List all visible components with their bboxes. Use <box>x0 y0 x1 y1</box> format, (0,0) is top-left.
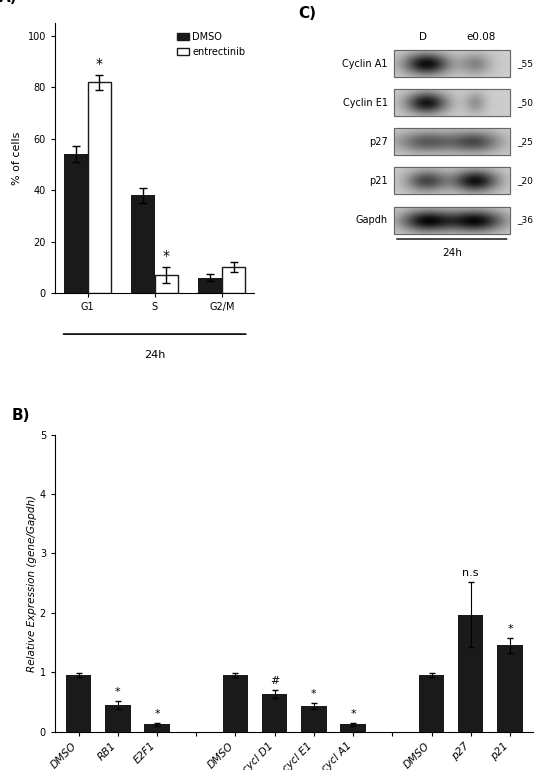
Text: _20: _20 <box>518 176 534 186</box>
Bar <box>394 50 509 77</box>
Bar <box>458 614 483 732</box>
Text: _25: _25 <box>518 137 534 146</box>
Text: *: * <box>311 689 317 699</box>
Text: *: * <box>350 709 356 719</box>
Bar <box>394 89 509 116</box>
Text: *: * <box>507 624 513 634</box>
Text: B): B) <box>12 408 30 423</box>
Bar <box>131 196 155 293</box>
Text: Gapdh: Gapdh <box>356 215 388 225</box>
Text: #: # <box>270 676 279 686</box>
Text: n.s: n.s <box>463 568 479 578</box>
Text: *: * <box>115 687 120 697</box>
Text: e0.08: e0.08 <box>466 32 496 42</box>
Text: Cyclin E1: Cyclin E1 <box>343 98 388 108</box>
Legend: DMSO, entrectinib: DMSO, entrectinib <box>173 28 250 61</box>
Text: A): A) <box>0 0 18 5</box>
Bar <box>155 275 178 293</box>
Bar <box>66 675 91 731</box>
Bar <box>301 706 327 732</box>
Text: C): C) <box>298 5 316 21</box>
Bar <box>394 168 509 195</box>
Text: *: * <box>163 249 170 263</box>
Text: _50: _50 <box>518 99 534 107</box>
Bar <box>394 50 509 77</box>
Bar <box>394 206 509 233</box>
Bar <box>394 129 509 156</box>
Bar <box>497 645 522 732</box>
Bar <box>394 129 509 156</box>
Bar <box>223 675 248 731</box>
Text: D: D <box>419 32 427 42</box>
Text: p27: p27 <box>369 137 388 147</box>
Bar <box>144 725 170 731</box>
Text: p21: p21 <box>370 176 388 186</box>
Text: 24h: 24h <box>442 249 461 259</box>
Bar <box>394 168 509 195</box>
Bar <box>394 89 509 116</box>
Text: *: * <box>154 709 160 719</box>
Bar <box>64 154 87 293</box>
Bar <box>199 277 222 293</box>
Bar <box>87 82 111 293</box>
Bar <box>222 267 245 293</box>
Bar <box>262 694 288 731</box>
Bar <box>340 725 366 731</box>
Bar <box>105 705 130 732</box>
Text: _55: _55 <box>518 59 534 68</box>
Text: _36: _36 <box>518 216 534 225</box>
Text: 24h: 24h <box>144 350 166 360</box>
Text: *: * <box>96 57 103 71</box>
Bar <box>394 206 509 233</box>
Y-axis label: % of cells: % of cells <box>12 132 22 185</box>
Y-axis label: Relative Expression (gene/Gapdh): Relative Expression (gene/Gapdh) <box>27 494 37 671</box>
Bar <box>419 675 444 731</box>
Text: Cyclin A1: Cyclin A1 <box>343 59 388 69</box>
